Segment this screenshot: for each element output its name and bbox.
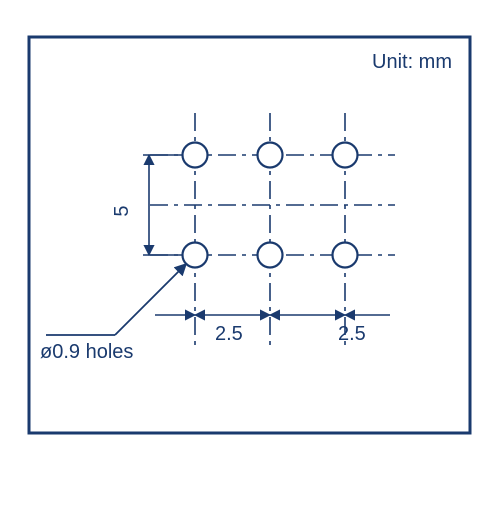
dim-h-label-2: 2.5 (338, 323, 366, 345)
leader-label: ø0.9 holes (40, 341, 133, 363)
dim-v-label: 5 (111, 205, 133, 216)
frame-border (29, 37, 470, 433)
hole-r0-c1 (258, 143, 283, 168)
leader-diag (115, 264, 186, 335)
drawing-canvas: Unit: mm 5 2.5 2.5 ø0.9 holes (0, 0, 500, 500)
hole-r1-c0 (183, 243, 208, 268)
dim-h-label-1: 2.5 (215, 323, 243, 345)
hole-r1-c2 (333, 243, 358, 268)
hole-r0-c0 (183, 143, 208, 168)
hole-r0-c2 (333, 143, 358, 168)
unit-label: Unit: mm (372, 51, 452, 73)
hole-r1-c1 (258, 243, 283, 268)
